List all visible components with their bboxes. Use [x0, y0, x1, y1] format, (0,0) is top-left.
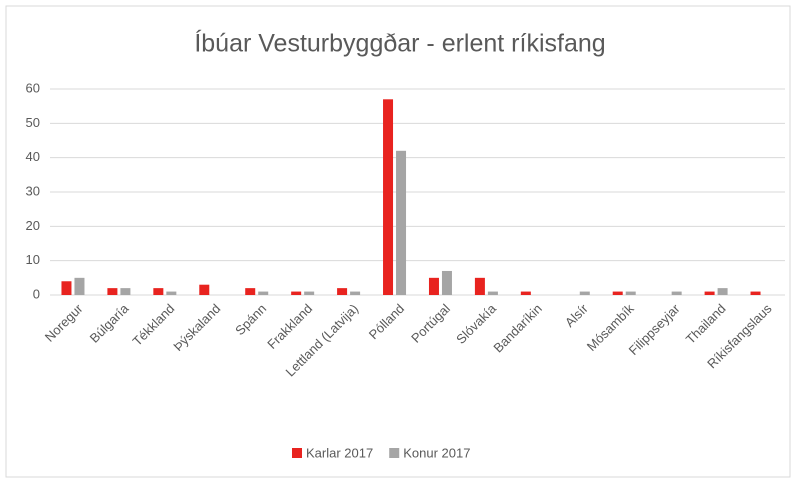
bar — [428, 277, 439, 295]
bar — [337, 288, 348, 295]
bar — [304, 291, 315, 295]
legend-swatch — [292, 448, 302, 458]
y-tick-label: 50 — [26, 115, 40, 130]
bar — [258, 291, 269, 295]
bar — [474, 277, 485, 295]
y-tick-label: 20 — [26, 218, 40, 233]
legend-label: Konur 2017 — [403, 445, 470, 460]
bar — [487, 291, 498, 295]
bar — [396, 150, 407, 295]
bar — [612, 291, 623, 295]
bar — [441, 270, 452, 295]
bar — [61, 281, 72, 295]
bar — [383, 99, 394, 295]
bar — [671, 291, 682, 295]
bar — [291, 291, 302, 295]
bar — [153, 288, 164, 295]
y-tick-label: 0 — [33, 286, 40, 301]
bar — [245, 288, 256, 295]
y-tick-label: 10 — [26, 252, 40, 267]
y-tick-label: 40 — [26, 149, 40, 164]
bar — [625, 291, 636, 295]
bar — [199, 284, 210, 295]
bar — [750, 291, 761, 295]
chart-title: Íbúar Vesturbyggðar - erlent ríkisfang — [194, 29, 605, 58]
y-tick-label: 60 — [26, 80, 40, 95]
legend-label: Karlar 2017 — [306, 445, 373, 460]
legend-swatch — [389, 448, 400, 458]
bar — [120, 288, 131, 295]
y-tick-label: 30 — [26, 183, 40, 198]
bar — [704, 291, 715, 295]
bar — [350, 291, 361, 295]
bar — [166, 291, 177, 295]
bar — [74, 277, 85, 295]
bar — [520, 291, 531, 295]
bar — [579, 291, 590, 295]
bar — [717, 288, 728, 295]
bar — [107, 288, 118, 295]
